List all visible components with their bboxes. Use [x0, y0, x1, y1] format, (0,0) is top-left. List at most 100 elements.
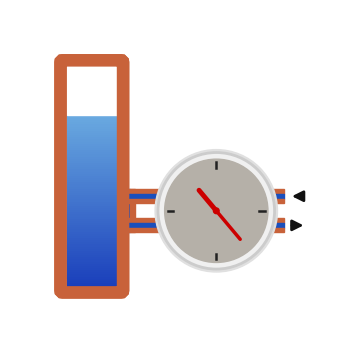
Bar — [67, 151, 117, 153]
Bar — [67, 155, 117, 158]
Bar — [67, 147, 117, 149]
Bar — [67, 284, 117, 286]
Circle shape — [158, 152, 275, 269]
Circle shape — [213, 208, 219, 214]
Bar — [67, 239, 117, 241]
Bar — [67, 187, 117, 190]
Bar — [67, 237, 117, 239]
Circle shape — [165, 159, 268, 262]
Bar — [67, 243, 117, 246]
Bar — [264, 194, 284, 199]
Bar — [67, 250, 117, 252]
Bar — [67, 262, 117, 265]
Bar — [125, 189, 130, 232]
Bar — [67, 258, 117, 260]
Bar — [67, 245, 117, 248]
Bar — [264, 223, 284, 228]
Bar — [67, 153, 117, 155]
Bar — [67, 267, 117, 269]
Bar — [67, 134, 117, 136]
Bar — [120, 189, 169, 194]
Bar — [67, 138, 117, 141]
Bar — [130, 189, 135, 232]
Bar — [67, 235, 117, 237]
Bar — [67, 115, 117, 117]
Bar — [67, 282, 117, 284]
Bar — [67, 117, 117, 119]
Bar — [67, 181, 117, 183]
Bar — [67, 226, 117, 228]
Bar — [67, 149, 117, 151]
Bar — [67, 200, 117, 203]
Bar — [67, 172, 117, 175]
Bar — [67, 121, 117, 123]
Bar — [67, 125, 117, 128]
Bar — [67, 230, 117, 233]
Bar — [67, 123, 117, 126]
Bar — [67, 247, 117, 250]
Bar — [67, 166, 117, 169]
Bar — [67, 144, 117, 147]
Bar — [67, 219, 117, 222]
Bar — [67, 66, 117, 115]
Bar — [67, 224, 117, 226]
Bar — [67, 275, 117, 278]
Bar — [67, 185, 117, 188]
Bar — [67, 254, 117, 256]
Bar — [67, 164, 117, 166]
Bar — [67, 130, 117, 132]
Bar — [67, 228, 117, 230]
Bar — [67, 177, 117, 179]
Bar — [121, 189, 125, 232]
Bar — [67, 168, 117, 171]
Bar — [67, 179, 117, 181]
Bar — [67, 127, 117, 130]
Bar — [67, 215, 117, 218]
Bar — [67, 280, 117, 282]
Bar — [67, 162, 117, 164]
Bar — [120, 223, 169, 228]
Bar — [67, 241, 117, 244]
Bar — [120, 199, 169, 203]
Bar — [67, 269, 117, 271]
Circle shape — [155, 150, 278, 272]
Bar — [67, 142, 117, 145]
Bar — [67, 256, 117, 258]
Bar — [67, 205, 117, 207]
Bar — [67, 217, 117, 220]
Bar — [264, 189, 284, 194]
Bar — [67, 136, 117, 138]
Bar — [67, 211, 117, 213]
Bar — [67, 271, 117, 273]
Bar — [67, 194, 117, 196]
Bar — [67, 207, 117, 209]
Bar — [67, 183, 117, 185]
Bar — [120, 228, 169, 232]
Bar — [67, 160, 117, 162]
Bar — [67, 140, 117, 143]
Bar — [67, 192, 117, 194]
Bar — [67, 196, 117, 198]
Bar — [67, 278, 117, 280]
Bar — [264, 218, 284, 223]
FancyBboxPatch shape — [82, 57, 102, 64]
Bar — [67, 265, 117, 267]
FancyBboxPatch shape — [60, 60, 123, 292]
Bar — [67, 273, 117, 276]
Bar — [67, 222, 117, 224]
Bar — [67, 252, 117, 254]
Bar — [67, 209, 117, 211]
Bar — [67, 260, 117, 263]
Bar — [67, 198, 117, 201]
Bar — [67, 170, 117, 173]
Bar — [67, 233, 117, 235]
Bar — [67, 190, 117, 192]
Bar — [67, 132, 117, 134]
Bar — [67, 158, 117, 160]
Bar — [264, 199, 284, 203]
Bar — [67, 174, 117, 177]
Bar — [67, 213, 117, 216]
Bar — [67, 119, 117, 121]
Bar — [264, 228, 284, 232]
Bar — [120, 218, 169, 223]
